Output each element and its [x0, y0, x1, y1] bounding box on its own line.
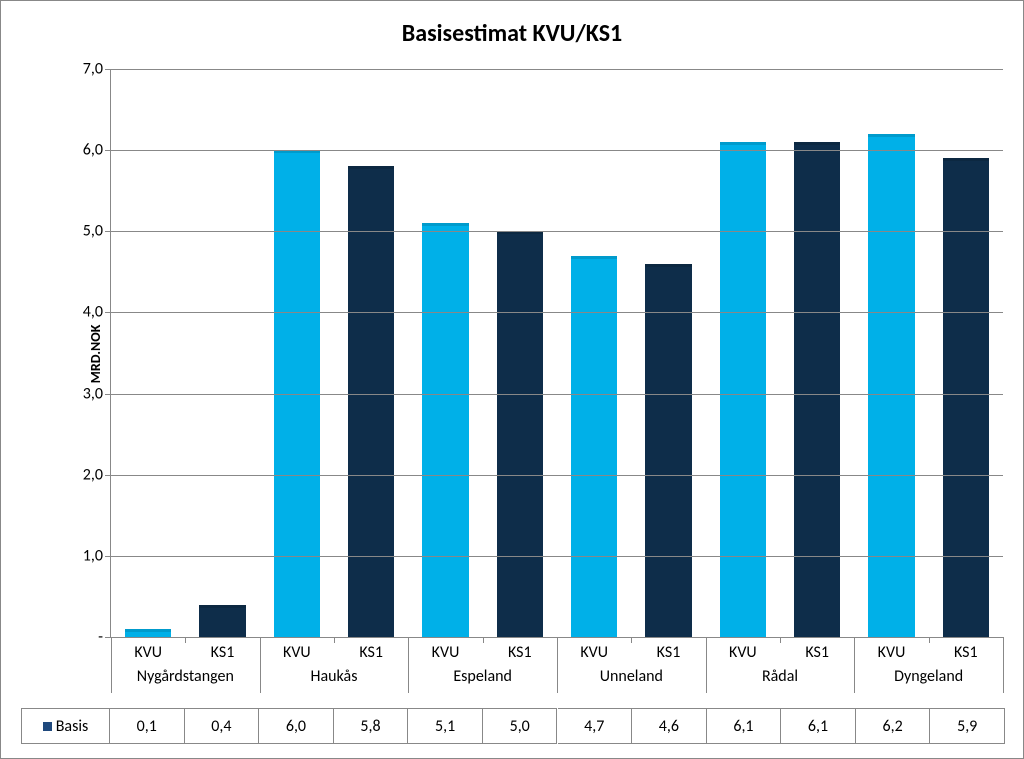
x-sub-label: KVU [432, 643, 460, 662]
y-tick-mark [105, 69, 111, 70]
y-tick-mark [105, 150, 111, 151]
data-table-cell: 5,8 [334, 708, 409, 744]
x-group-divider [706, 637, 707, 693]
y-tick-label: - [98, 628, 103, 647]
x-sub-label: KVU [580, 643, 608, 662]
x-sub-label: KS1 [954, 643, 978, 662]
series-name-label: Basis [56, 717, 89, 736]
data-table-cell: 0,1 [110, 708, 185, 744]
x-group-label: Espeland [453, 667, 512, 686]
y-tick-label: 3,0 [83, 384, 103, 403]
x-group-divider [854, 637, 855, 693]
bar [943, 158, 989, 637]
x-tick-mark [334, 637, 335, 643]
bar-top-edge [199, 605, 245, 608]
x-group-label: Nygårdstangen [137, 667, 234, 686]
data-table-cell: 5,0 [483, 708, 558, 744]
gridline [111, 556, 1003, 557]
y-tick-label: 7,0 [83, 60, 103, 79]
gridline [111, 475, 1003, 476]
bar [348, 166, 394, 637]
data-table-cell: 5,1 [408, 708, 483, 744]
y-tick-label: 1,0 [83, 546, 103, 565]
bar-top-edge [125, 629, 171, 632]
x-group-divider [408, 637, 409, 693]
chart-title: Basisestimat KVU/KS1 [1, 1, 1023, 56]
gridline [111, 69, 1003, 70]
data-table-cell: 4,6 [632, 708, 707, 744]
x-sub-label: KS1 [805, 643, 829, 662]
data-table-cell: 0,4 [185, 708, 260, 744]
bar-top-edge [645, 264, 691, 267]
bar [720, 142, 766, 637]
data-table-cell: 5,9 [930, 708, 1005, 744]
y-axis-label: MRD.NOK [87, 324, 104, 383]
data-table-cell: 4,7 [558, 708, 633, 744]
x-group-divider [260, 637, 261, 693]
data-table-header: Basis [21, 708, 110, 744]
x-tick-mark [631, 637, 632, 643]
bar-top-edge [794, 142, 840, 145]
y-tick-label: 4,0 [83, 303, 103, 322]
gridline [111, 150, 1003, 151]
data-table-cell: 6,1 [707, 708, 782, 744]
plot-area: -1,02,03,04,05,06,07,0KVUKS1Nygårdstange… [110, 69, 1003, 638]
x-tick-mark [185, 637, 186, 643]
y-tick-label: 6,0 [83, 141, 103, 160]
x-sub-label: KS1 [359, 643, 383, 662]
x-sub-label: KS1 [211, 643, 235, 662]
plot-wrapper: MRD.NOK -1,02,03,04,05,06,07,0KVUKS1Nygå… [53, 69, 1003, 638]
gridline [111, 312, 1003, 313]
bar [422, 223, 468, 637]
bar-top-edge [868, 134, 914, 137]
x-tick-mark [483, 637, 484, 643]
gridline [111, 231, 1003, 232]
x-group-label: Unneland [600, 667, 663, 686]
bars-layer [111, 69, 1003, 637]
bar-top-edge [348, 166, 394, 169]
bar [199, 605, 245, 637]
bar [794, 142, 840, 637]
x-group-label: Dyngeland [894, 667, 963, 686]
x-group-label: Haukås [311, 667, 358, 686]
data-table-cell: 6,2 [856, 708, 931, 744]
bar-top-edge [943, 158, 989, 161]
y-tick-mark [105, 231, 111, 232]
bar-top-edge [720, 142, 766, 145]
y-tick-label: 5,0 [83, 222, 103, 241]
y-tick-mark [105, 475, 111, 476]
y-tick-mark [105, 312, 111, 313]
y-tick-label: 2,0 [83, 465, 103, 484]
x-sub-label: KVU [134, 643, 162, 662]
bar [497, 231, 543, 637]
data-table: Basis0,10,46,05,85,15,04,74,66,16,16,25,… [21, 708, 1003, 744]
gridline [111, 394, 1003, 395]
x-sub-label: KVU [283, 643, 311, 662]
x-sub-label: KS1 [657, 643, 681, 662]
y-tick-mark [105, 556, 111, 557]
x-sub-label: KS1 [508, 643, 532, 662]
bar [868, 134, 914, 637]
bar [645, 264, 691, 637]
x-sub-label: KVU [729, 643, 757, 662]
data-table-cell: 6,0 [259, 708, 334, 744]
x-group-divider [111, 637, 112, 693]
x-tick-mark [780, 637, 781, 643]
bar-top-edge [422, 223, 468, 226]
series-swatch-icon [43, 722, 52, 731]
bar-top-edge [571, 256, 617, 259]
bar [125, 629, 171, 637]
y-tick-mark [105, 394, 111, 395]
x-group-divider [1003, 637, 1004, 693]
x-tick-mark [929, 637, 930, 643]
x-group-divider [557, 637, 558, 693]
chart-container: Basisestimat KVU/KS1 MRD.NOK -1,02,03,04… [0, 0, 1024, 759]
x-group-label: Rådal [762, 667, 798, 686]
data-table-cell: 6,1 [781, 708, 856, 744]
x-sub-label: KVU [878, 643, 906, 662]
